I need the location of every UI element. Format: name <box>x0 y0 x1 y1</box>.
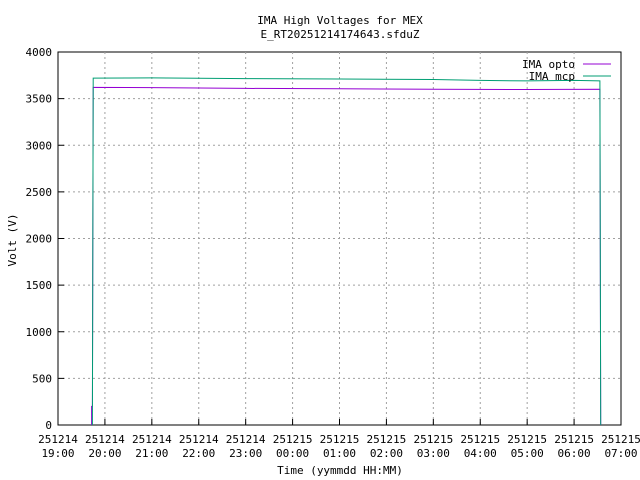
x-tick-label: 251215 <box>320 433 360 446</box>
x-tick-label: 22:00 <box>182 447 215 460</box>
x-tick-label: 21:00 <box>135 447 168 460</box>
y-tick-label: 4000 <box>26 46 53 59</box>
y-tick-label: 2000 <box>26 233 53 246</box>
series-line <box>91 77 602 426</box>
x-tick-label: 02:00 <box>370 447 403 460</box>
x-tick-label: 251214 <box>179 433 219 446</box>
x-tick-label: 251215 <box>460 433 500 446</box>
x-tick-label: 01:00 <box>323 447 356 460</box>
y-tick-label: 500 <box>32 372 52 385</box>
y-tick-label: 1000 <box>26 326 53 339</box>
x-tick-label: 251215 <box>367 433 407 446</box>
series-line <box>91 86 602 426</box>
x-tick-label: 251215 <box>273 433 313 446</box>
x-tick-label: 03:00 <box>417 447 450 460</box>
legend-label: IMA opto <box>522 58 575 71</box>
y-tick-label: 3500 <box>26 93 53 106</box>
x-tick-label: 23:00 <box>229 447 262 460</box>
y-tick-label: 3000 <box>26 139 53 152</box>
legend-label: IMA mcp <box>529 70 575 83</box>
x-tick-label: 251214 <box>38 433 78 446</box>
x-tick-label: 251214 <box>226 433 266 446</box>
y-tick-label: 0 <box>45 419 52 432</box>
x-tick-label: 20:00 <box>88 447 121 460</box>
x-tick-label: 04:00 <box>464 447 497 460</box>
x-tick-label: 07:00 <box>604 447 637 460</box>
x-tick-label: 00:00 <box>276 447 309 460</box>
x-tick-label: 06:00 <box>558 447 591 460</box>
x-tick-label: 19:00 <box>41 447 74 460</box>
y-tick-label: 2500 <box>26 186 53 199</box>
x-tick-label: 251214 <box>132 433 172 446</box>
x-tick-label: 251215 <box>601 433 640 446</box>
x-tick-label: 251215 <box>554 433 594 446</box>
chart-subtitle: E_RT20251214174643.sfduZ <box>261 28 420 41</box>
x-tick-label: 05:00 <box>511 447 544 460</box>
x-tick-label: 251215 <box>413 433 453 446</box>
y-tick-label: 1500 <box>26 279 53 292</box>
chart-title: IMA High Voltages for MEX <box>257 14 423 27</box>
x-tick-label: 251214 <box>85 433 125 446</box>
y-axis-label: Volt (V) <box>6 214 19 267</box>
x-tick-label: 251215 <box>507 433 547 446</box>
x-axis-label: Time (yymmdd HH:MM) <box>277 464 403 477</box>
